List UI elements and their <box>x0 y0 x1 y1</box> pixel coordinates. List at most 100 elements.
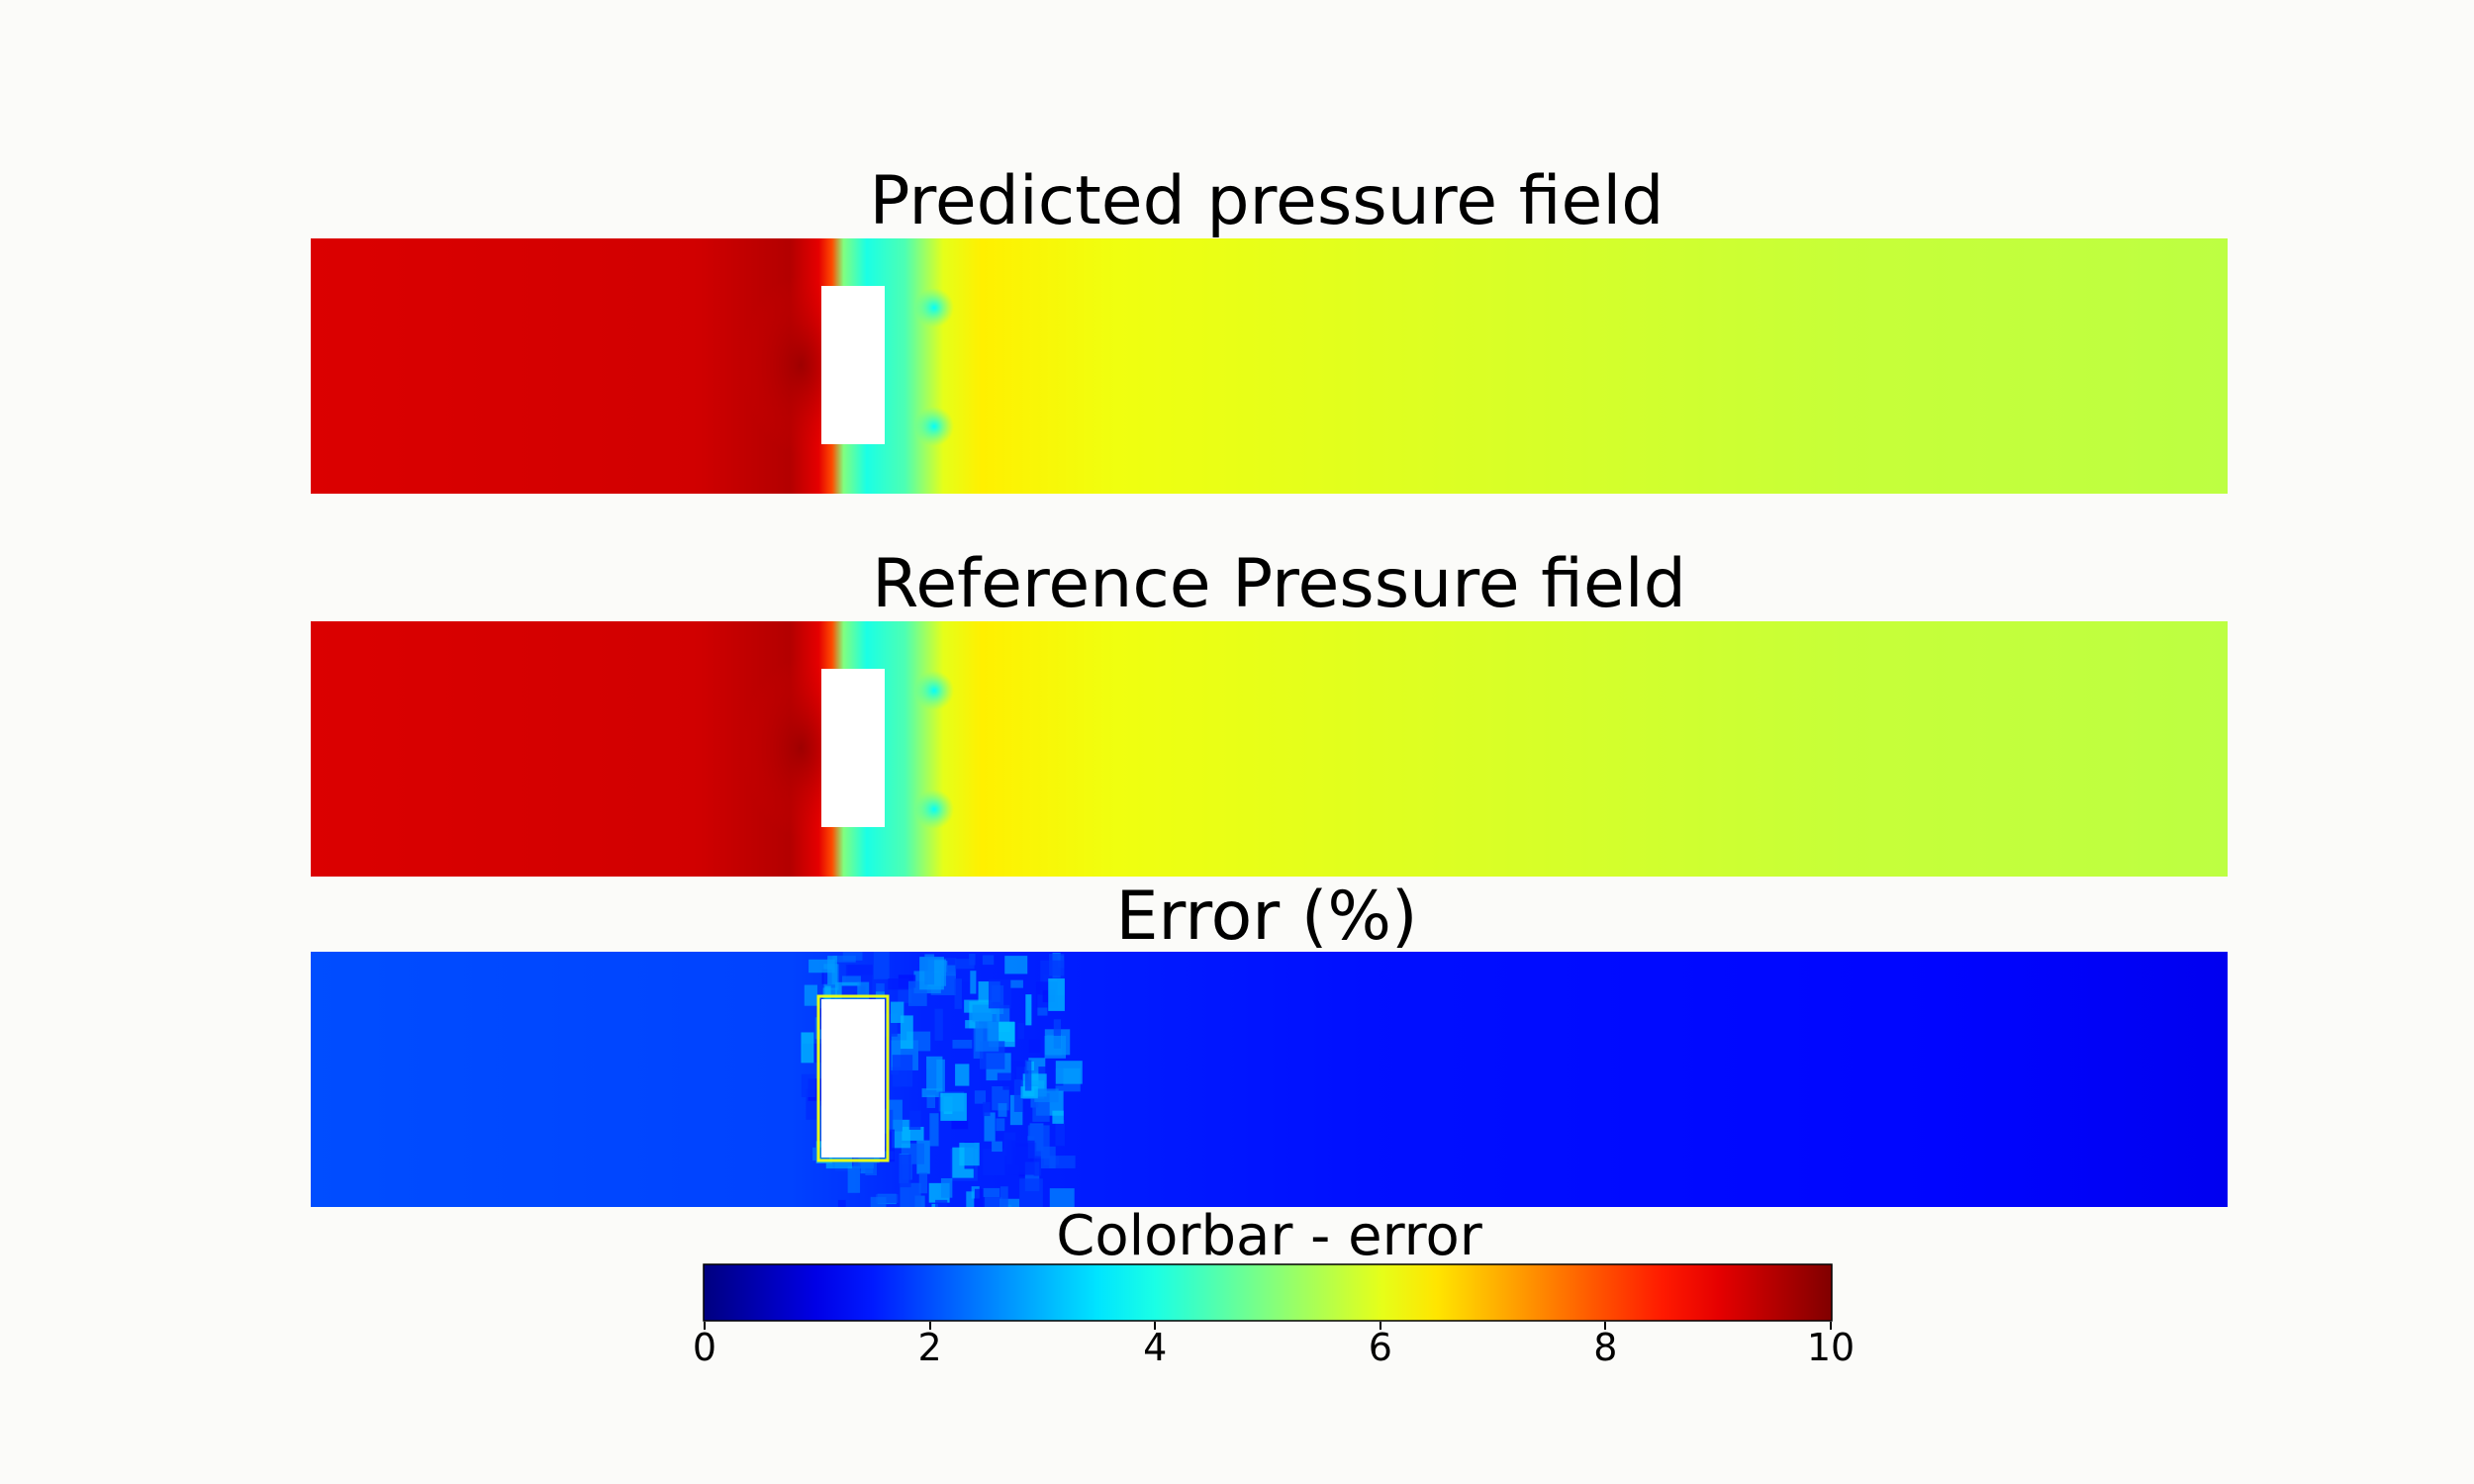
error-noise-cell <box>875 991 885 1007</box>
error-noise-cell <box>983 1187 1000 1198</box>
error-noise-cell <box>992 1141 1002 1153</box>
error-noise-cell <box>801 1073 815 1098</box>
error-noise-cell <box>847 1165 861 1193</box>
error-noise-cell <box>975 1021 999 1052</box>
error-noise-cell <box>959 1143 980 1166</box>
error-noise-cell <box>1025 994 1032 1026</box>
predicted-pressure-heatmap <box>311 238 2228 494</box>
error-noise-cell <box>1053 1019 1062 1049</box>
error-noise-cell <box>921 1088 943 1098</box>
error-noise-cell <box>837 1199 846 1207</box>
error-noise-cell <box>954 978 962 1009</box>
colorbar-tick-label: 4 <box>1143 1326 1168 1369</box>
obstacle <box>821 286 885 444</box>
error-noise-cell <box>940 1092 967 1121</box>
error-noise-cell <box>900 1182 921 1207</box>
error-heatmap <box>311 952 2228 1207</box>
error-noise-cell <box>998 1103 1007 1117</box>
error-noise-cell <box>966 1191 975 1207</box>
error-noise-cell <box>876 982 885 995</box>
error-noise-cell <box>951 1120 969 1130</box>
error-noise-cell <box>1055 1061 1083 1084</box>
error-noise-cell <box>1049 1156 1076 1168</box>
error-noise-cell <box>997 1072 1015 1081</box>
error-noise-cell <box>888 1129 895 1162</box>
error-noise-cell <box>1044 1036 1067 1059</box>
error-noise-cell <box>970 971 977 994</box>
error-noise-cell <box>940 1177 953 1198</box>
error-noise-cell <box>972 1004 1000 1022</box>
error-noise-cell <box>1004 956 1028 974</box>
error-noise-cell <box>873 952 890 979</box>
error-noise-cell <box>1052 1110 1064 1124</box>
error-noise-cell <box>955 1064 970 1086</box>
colorbar-tick-mark <box>1830 1322 1832 1330</box>
error-noise-cell <box>957 981 970 1002</box>
reference-pressure-heatmap <box>311 621 2228 877</box>
error-noise-cell <box>988 979 1011 1009</box>
colorbar-title: Colorbar - error <box>1056 1204 1482 1268</box>
error-field <box>311 952 2228 1207</box>
colorbar-gradient <box>703 1263 1833 1322</box>
error-noise-cell <box>931 1203 938 1207</box>
error-noise-cell <box>801 1032 814 1064</box>
error-noise-cell <box>892 1055 913 1087</box>
error-noise-cell <box>1055 1119 1065 1147</box>
error-noise-cell <box>888 978 909 990</box>
error-noise-cell <box>1049 1188 1075 1207</box>
panel-title-predicted: Predicted pressure field <box>869 162 1665 240</box>
colorbar-tick-mark <box>1154 1322 1157 1330</box>
error-noise-cell <box>1033 1156 1042 1176</box>
error-noise-cell <box>1040 1146 1056 1169</box>
error-noise-cell <box>983 1101 991 1117</box>
error-noise-cell <box>821 969 832 984</box>
colorbar-tick-label: 8 <box>1593 1326 1618 1369</box>
error-noise-cell <box>1048 978 1065 1011</box>
error-noise-cell <box>891 1001 904 1023</box>
error-noise-cell <box>926 1094 936 1109</box>
error-noise-cell <box>899 1154 911 1188</box>
obstacle-edge-error <box>816 994 890 1162</box>
error-noise-cell <box>900 1015 913 1050</box>
error-noise-cell <box>804 984 817 1006</box>
panel-title-error: Error (%) <box>1115 878 1418 956</box>
error-noise-cell <box>1013 1079 1023 1112</box>
error-noise-cell <box>1017 1023 1024 1040</box>
error-noise-cell <box>996 1118 1005 1132</box>
vortex-lower <box>914 789 954 829</box>
error-noise-cell <box>1020 1086 1038 1099</box>
error-noise-cell <box>847 965 873 975</box>
error-noise-cell <box>952 1040 973 1049</box>
error-noise-cell <box>1034 1088 1059 1103</box>
panel-title-reference: Reference Pressure field <box>872 545 1686 623</box>
error-svg <box>311 952 2228 1207</box>
error-noise-cell <box>918 1172 928 1194</box>
colorbar-tick-mark <box>928 1322 931 1330</box>
colorbar-tick-mark <box>1604 1322 1607 1330</box>
error-noise-cell <box>1010 979 1023 988</box>
error-noise-cell <box>984 1112 996 1142</box>
error-noise-cell <box>1024 1060 1032 1091</box>
error-noise-cell <box>955 959 975 970</box>
colorbar-tick-label: 6 <box>1368 1326 1392 1369</box>
reference-pressure-svg <box>311 621 2228 877</box>
error-noise-cell <box>929 1113 939 1147</box>
error-noise-cell <box>875 1194 899 1204</box>
error-noise-cell <box>974 1090 987 1104</box>
error-noise-cell <box>935 1199 948 1207</box>
colorbar-tick-mark <box>704 1322 706 1330</box>
vortex-upper <box>914 671 954 710</box>
obstacle <box>821 999 885 1158</box>
colorbar-tick-label: 2 <box>917 1326 942 1369</box>
colorbar-svg <box>703 1263 1833 1322</box>
error-noise-cell <box>898 989 912 1003</box>
error-noise-cell <box>934 1008 943 1041</box>
error-noise-cell <box>1004 1139 1012 1164</box>
colorbar-tick-label: 10 <box>1806 1326 1856 1369</box>
pressure-field <box>311 238 2228 494</box>
pressure-field <box>311 621 2228 877</box>
error-noise-cell <box>926 1056 943 1091</box>
error-noise-cell <box>870 1196 887 1207</box>
obstacle <box>821 669 885 827</box>
error-noise-cell <box>939 965 956 976</box>
